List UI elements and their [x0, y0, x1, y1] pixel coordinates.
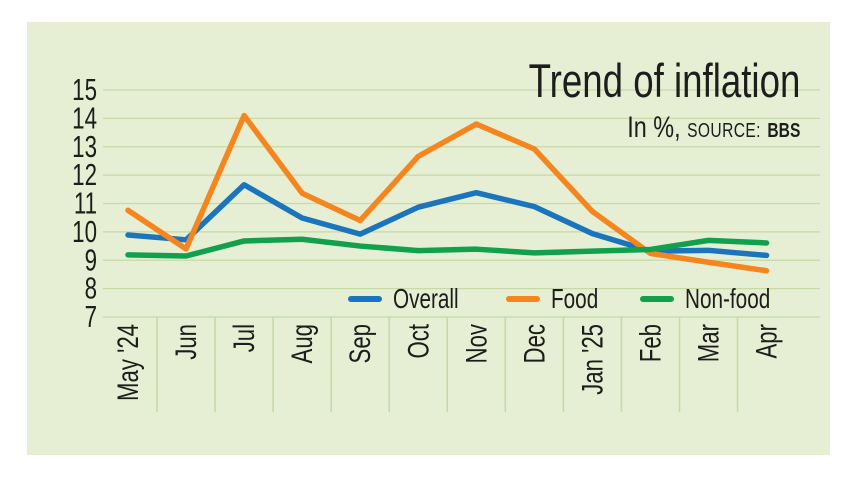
- x-axis-month-label: Jun: [169, 324, 203, 360]
- x-axis-month-label: Feb: [633, 324, 667, 362]
- x-axis-month-label: Aug: [285, 324, 319, 363]
- x-axis-month-label: Nov: [459, 323, 493, 363]
- y-axis-tick-label: 11: [74, 186, 97, 220]
- y-axis-tick-label: 13: [72, 129, 97, 163]
- x-axis-month-label: Oct: [401, 323, 435, 358]
- legend-item-non-food: Non-food: [639, 283, 800, 314]
- y-axis-tick-label: 10: [72, 214, 97, 248]
- x-axis-month-label: Jan '25: [575, 324, 609, 395]
- x-axis-month-label: Mar: [691, 324, 725, 362]
- source-label: SOURCE:: [686, 120, 761, 143]
- legend-swatch-non-food: [639, 295, 674, 303]
- unit-label: In %,: [626, 111, 681, 145]
- legend-item-food: Food: [506, 285, 615, 313]
- legend-label-overall: Overall: [393, 283, 459, 314]
- x-axis-month-label: Sep: [343, 324, 377, 363]
- legend-item-overall: Overall: [348, 285, 482, 313]
- y-axis-tick-label: 8: [85, 271, 97, 305]
- x-axis-month-label: May '24: [111, 324, 145, 401]
- x-axis-month-label: Jul: [227, 324, 261, 352]
- series-line-overall: [125, 182, 770, 259]
- legend-label-non-food: Non-food: [684, 283, 771, 314]
- y-axis-tick-label: 14: [72, 101, 97, 135]
- chart-title: Trend of inflation: [528, 54, 800, 107]
- series-line-food: [125, 112, 770, 274]
- title-block: Trend of inflation In %, SOURCE: BBS: [528, 56, 800, 143]
- y-axis-tick-label: 15: [72, 72, 97, 106]
- legend-swatch-food: [506, 295, 541, 303]
- chart-legend: Overall Food Non-food: [348, 284, 800, 314]
- y-axis-tick-label: 12: [72, 158, 97, 192]
- y-axis-tick-label: 7: [85, 299, 97, 333]
- legend-swatch-overall: [348, 295, 382, 303]
- chart-subtitle: In %, SOURCE: BBS: [528, 113, 800, 143]
- source-value: BBS: [767, 120, 800, 143]
- series-line-non-food: [125, 236, 770, 259]
- y-axis-tick-label: 9: [85, 243, 97, 277]
- legend-label-food: Food: [551, 283, 599, 314]
- x-axis-month-label: Dec: [517, 324, 551, 363]
- x-axis-month-label: Apr: [749, 324, 783, 359]
